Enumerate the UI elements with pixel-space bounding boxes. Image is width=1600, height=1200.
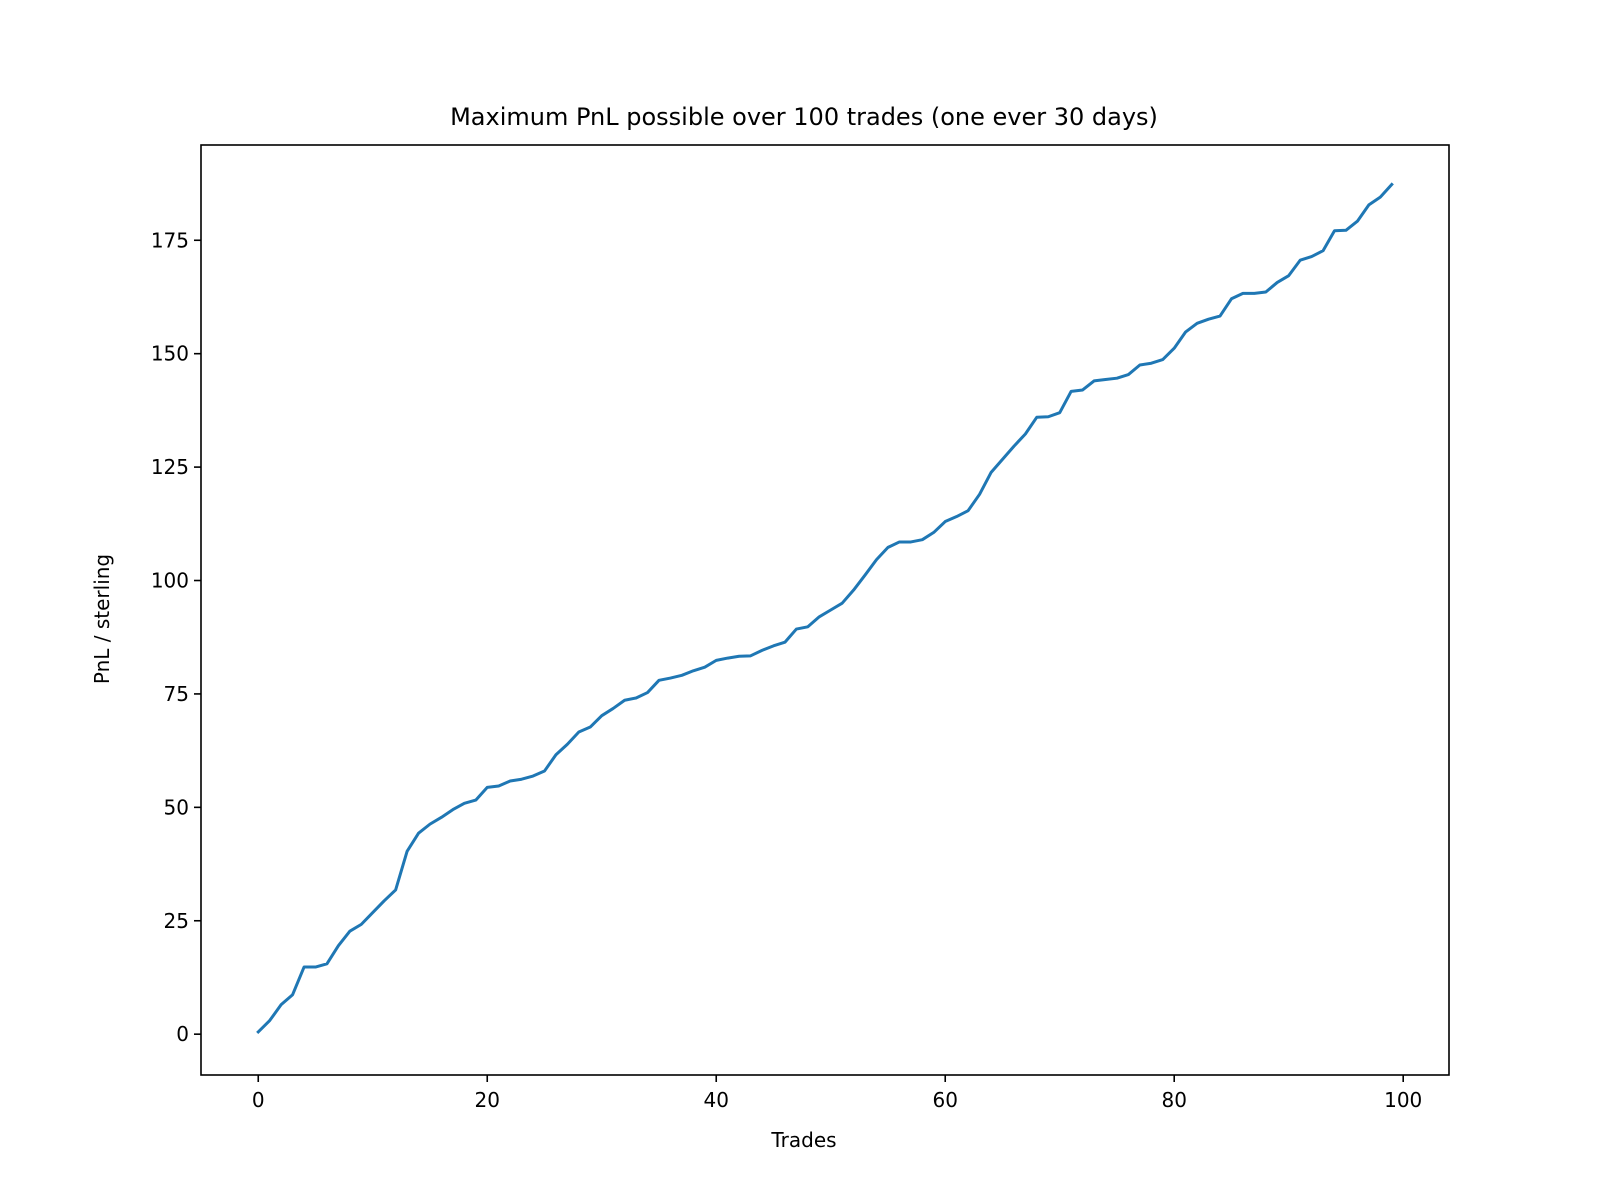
chart-title: Maximum PnL possible over 100 trades (on… [450,103,1158,131]
y-tick-label: 150 [151,342,189,366]
x-tick-label: 0 [252,1088,265,1112]
y-tick-label: 50 [164,795,189,819]
x-tick-label: 20 [475,1088,500,1112]
plot-area [256,182,1394,1035]
x-tick-label: 60 [932,1088,957,1112]
series-line [256,182,1394,1035]
x-axis-label: Trades [770,1128,836,1152]
x-tick-label: 100 [1384,1088,1422,1112]
axes-frame [200,144,1450,1076]
y-tick-label: 25 [164,909,189,933]
x-axis: 0 20 40 60 80 100 [252,1075,1422,1112]
y-axis-label: PnL / sterling [90,554,114,684]
y-tick-label: 125 [151,455,189,479]
y-tick-label: 100 [151,569,189,593]
x-tick-label: 80 [1161,1088,1186,1112]
y-tick-label: 0 [176,1022,189,1046]
x-tick-label: 40 [704,1088,729,1112]
y-axis: 0 25 50 75 100 125 150 175 [151,228,201,1046]
y-tick-label: 75 [164,682,189,706]
y-tick-label: 175 [151,228,189,252]
